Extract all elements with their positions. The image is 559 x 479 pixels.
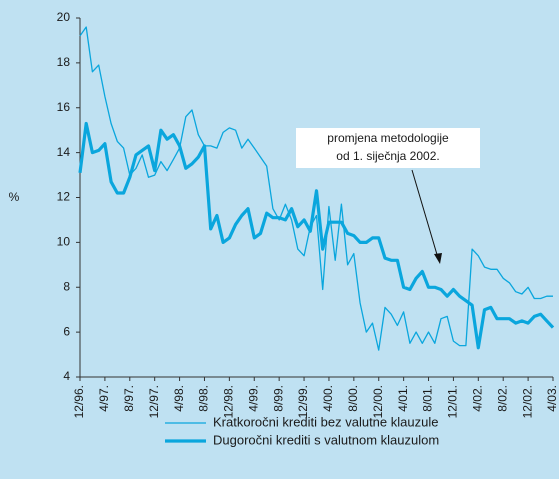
y-tick-label: 4 xyxy=(63,369,70,383)
x-tick-label: 12/02. xyxy=(520,385,534,418)
x-tick-label: 8/98. xyxy=(197,385,211,412)
y-tick-label: 8 xyxy=(63,279,70,293)
annotation-box xyxy=(296,128,480,168)
x-tick-label: 12/98. xyxy=(222,385,236,418)
line-series xyxy=(79,26,553,351)
y-tick-label: 6 xyxy=(63,324,70,338)
annotation: od 1. siječnja 2002. xyxy=(336,149,439,163)
x-tick-label: 12/96. xyxy=(72,385,86,418)
y-tick-label: 20 xyxy=(57,10,71,24)
x-tick-label: 12/01. xyxy=(446,385,460,418)
x-tick-label: 4/99. xyxy=(246,385,260,412)
x-tick-label: 4/00. xyxy=(321,385,335,412)
legend-label: Kratkoročni krediti bez valutne klauzule xyxy=(213,414,438,429)
x-tick-label: 8/99. xyxy=(271,385,285,412)
annotation-arrow xyxy=(411,169,439,259)
annotation-arrowhead xyxy=(434,253,442,264)
x-tick-label: 8/00. xyxy=(346,385,360,412)
y-axis-label: % xyxy=(9,190,20,204)
x-tick-label: 8/01. xyxy=(421,385,435,412)
x-tick-label: 8/97. xyxy=(122,385,136,412)
x-tick-label: 8/02. xyxy=(495,385,509,412)
x-tick-label: 4/01. xyxy=(396,385,410,412)
x-tick-label: 12/00. xyxy=(371,385,385,418)
x-tick-label: 12/97. xyxy=(147,385,161,418)
annotation: promjena metodologije xyxy=(327,131,449,145)
legend-label: Dugoročni krediti s valutnom klauzulom xyxy=(213,432,439,447)
y-tick-label: 10 xyxy=(57,235,71,249)
x-tick-label: 4/98. xyxy=(172,385,186,412)
x-tick-label: 12/99. xyxy=(296,385,310,418)
x-tick-label: 4/03. xyxy=(545,385,559,412)
y-tick-label: 18 xyxy=(57,55,71,69)
x-tick-label: 4/97. xyxy=(97,385,111,412)
line-series xyxy=(78,121,555,350)
y-tick-label: 16 xyxy=(57,100,71,114)
x-tick-label: 4/02. xyxy=(470,385,484,412)
y-tick-label: 12 xyxy=(57,190,71,204)
y-tick-label: 14 xyxy=(57,145,71,159)
